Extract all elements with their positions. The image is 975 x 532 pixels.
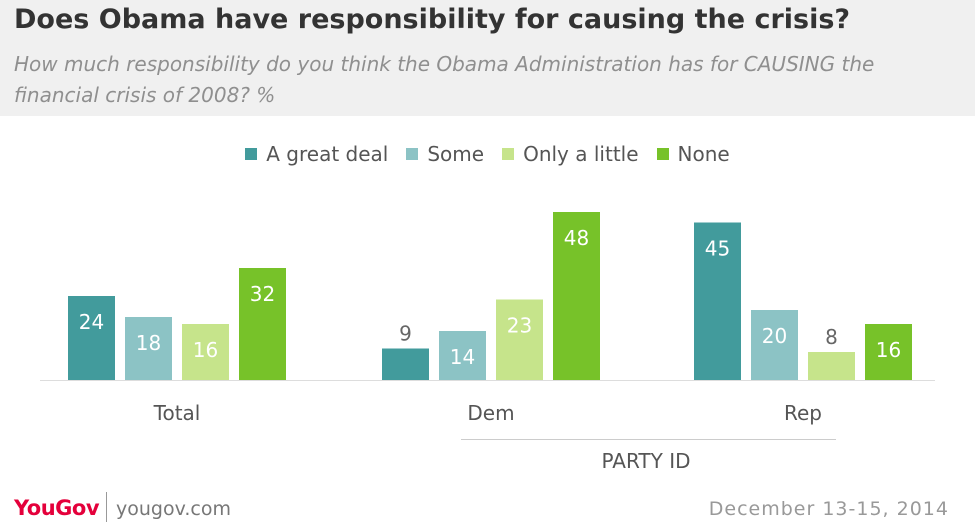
bar-chart: 24 18 16 32 Total 9 14 23 48 Dem 45 20 8 16 Rep PARTY I… — [40, 212, 935, 473]
bar — [751, 310, 798, 380]
bar — [125, 317, 172, 380]
legend-label: Some — [427, 142, 485, 166]
legend-item-only-a-little: Only a little — [502, 142, 639, 166]
bar — [182, 324, 229, 380]
bar-value-label: 16 — [876, 338, 901, 362]
bar — [865, 324, 912, 380]
bar — [694, 222, 741, 380]
category-label: Dem — [467, 401, 514, 425]
bar — [496, 299, 543, 380]
chart-title: Does Obama have responsibility for causi… — [14, 4, 851, 35]
legend-label: Only a little — [523, 142, 639, 166]
category-label: Total — [153, 401, 201, 425]
bar-value-label: 24 — [79, 310, 104, 334]
yougov-logo: YouGov — [14, 496, 100, 520]
bar-value-label: 14 — [450, 345, 475, 369]
footer-date: December 13-15, 2014 — [708, 498, 949, 520]
bar — [439, 331, 486, 380]
legend-item-none: None — [656, 142, 730, 166]
legend-label: A great deal — [266, 142, 389, 166]
chart-subtitle: How much responsibility do you think the… — [14, 52, 875, 107]
bar-value-label: 20 — [762, 324, 787, 348]
footer-divider — [106, 492, 107, 522]
bar — [239, 268, 286, 380]
legend: A great deal Some Only a little None — [0, 140, 975, 168]
bar-value-label: 48 — [564, 226, 589, 250]
legend-swatch — [502, 148, 515, 160]
bar-value-label: 45 — [705, 237, 730, 261]
legend-item-some: Some — [406, 142, 484, 166]
legend-swatch — [245, 148, 258, 160]
legend-swatch — [406, 148, 419, 160]
bar — [382, 348, 429, 380]
bar — [553, 212, 600, 380]
bar — [68, 296, 115, 380]
header: Does Obama have responsibility for causi… — [0, 0, 975, 116]
category-label: Rep — [784, 401, 822, 425]
legend-item-great-deal: A great deal — [245, 142, 388, 166]
bar-value-label: 32 — [250, 282, 275, 306]
legend-label: None — [677, 142, 730, 166]
bar-value-label: 9 — [399, 322, 412, 346]
bar-value-label: 8 — [825, 325, 838, 349]
legend-swatch — [656, 148, 669, 160]
bar-value-label: 18 — [136, 331, 161, 355]
bar-value-label: 23 — [507, 314, 532, 338]
footer-url: yougov.com — [116, 498, 231, 520]
bar — [808, 352, 855, 380]
group-label: PARTY ID — [602, 449, 691, 473]
bar-value-label: 16 — [193, 338, 218, 362]
